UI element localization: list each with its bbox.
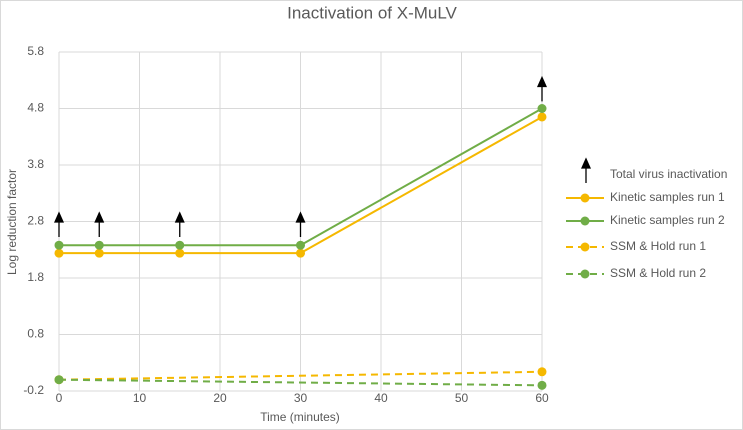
x-tick-label: 50 xyxy=(455,391,469,405)
legend-icon xyxy=(580,193,590,203)
x-tick-label: 60 xyxy=(535,391,549,405)
legend-icon xyxy=(580,216,590,226)
point xyxy=(94,248,104,258)
legend-icon xyxy=(580,157,592,183)
x-tick-label: 10 xyxy=(133,391,147,405)
point xyxy=(54,240,64,250)
series-line xyxy=(58,370,543,381)
point xyxy=(175,248,185,258)
arrow-marker xyxy=(295,211,306,238)
point xyxy=(54,248,64,258)
x-tick-label: 0 xyxy=(56,391,63,405)
legend-label: Total virus inactivation xyxy=(610,167,727,181)
point xyxy=(296,240,305,250)
x-tick-label: 20 xyxy=(213,391,227,405)
y-tick-label: 5.8 xyxy=(27,44,44,58)
point xyxy=(537,104,547,113)
legend-icon xyxy=(580,242,590,252)
y-axis-label: Log reduction factor xyxy=(5,169,19,275)
point xyxy=(537,367,547,377)
y-tick-label: 4.8 xyxy=(27,101,44,115)
legend-label: Kinetic samples run 1 xyxy=(610,190,725,204)
x-tick-label: 30 xyxy=(294,391,308,405)
legend-label: SSM & Hold run 2 xyxy=(610,266,706,280)
arrow-marker xyxy=(536,75,548,102)
series-line xyxy=(58,378,543,387)
point xyxy=(54,375,64,385)
chart-title: Inactivation of X-MuLV xyxy=(287,3,457,22)
legend-icon xyxy=(580,269,590,279)
point xyxy=(537,112,547,122)
y-tick-label: 3.8 xyxy=(27,157,44,171)
point xyxy=(175,240,185,250)
y-tick-label: -0.2 xyxy=(23,383,44,397)
point xyxy=(537,380,547,390)
legend-label: SSM & Hold run 1 xyxy=(610,239,706,253)
y-tick-label: 2.8 xyxy=(27,214,44,228)
legend-label: Kinetic samples run 2 xyxy=(610,213,725,227)
x-tick-label: 40 xyxy=(374,391,388,405)
arrow-marker xyxy=(53,211,65,238)
x-axis-label: Time (minutes) xyxy=(260,410,340,424)
point xyxy=(296,248,305,258)
arrow-marker xyxy=(94,211,105,238)
point xyxy=(94,240,104,250)
y-tick-label: 0.8 xyxy=(27,327,44,341)
arrow-marker xyxy=(174,211,185,238)
y-tick-label: 1.8 xyxy=(27,270,44,284)
